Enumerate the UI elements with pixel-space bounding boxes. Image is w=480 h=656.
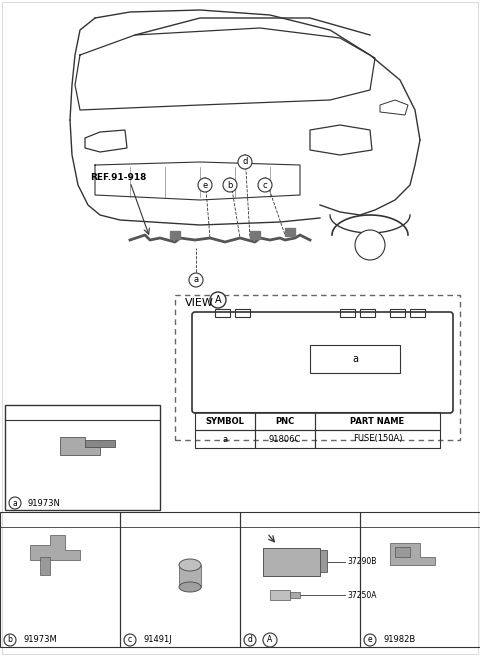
Polygon shape <box>60 437 100 455</box>
Text: 91806C: 91806C <box>269 434 301 443</box>
Polygon shape <box>30 535 80 560</box>
Bar <box>0 512 120 647</box>
Text: d: d <box>242 157 248 167</box>
Bar <box>255 430 315 448</box>
Bar <box>235 309 250 317</box>
Text: b: b <box>228 180 233 190</box>
Text: 91982B: 91982B <box>383 636 415 644</box>
Circle shape <box>258 178 272 192</box>
Bar <box>195 430 255 448</box>
Bar <box>170 231 180 239</box>
Text: FUSE(150A): FUSE(150A) <box>353 434 402 443</box>
Bar <box>255 412 315 430</box>
Ellipse shape <box>179 559 201 571</box>
Text: d: d <box>248 636 252 644</box>
Text: PART NAME: PART NAME <box>350 417 405 426</box>
Text: c: c <box>128 636 132 644</box>
Bar <box>315 412 440 430</box>
Bar <box>315 430 440 448</box>
Bar <box>285 228 295 236</box>
Circle shape <box>223 178 237 192</box>
Polygon shape <box>380 100 408 115</box>
Circle shape <box>189 273 203 287</box>
Text: b: b <box>8 636 12 644</box>
Polygon shape <box>179 565 201 587</box>
Bar <box>175 295 460 440</box>
Bar <box>240 512 360 647</box>
Polygon shape <box>40 557 50 575</box>
Text: VIEW: VIEW <box>185 298 214 308</box>
Polygon shape <box>85 440 115 447</box>
Bar <box>390 309 405 317</box>
Text: 37290B: 37290B <box>347 558 376 567</box>
Polygon shape <box>320 550 327 572</box>
Text: PNC: PNC <box>276 417 295 426</box>
Bar <box>215 309 230 317</box>
Bar <box>5 405 160 510</box>
Ellipse shape <box>179 582 201 592</box>
Bar <box>340 309 355 317</box>
Circle shape <box>238 155 252 169</box>
Text: a: a <box>12 499 17 508</box>
Circle shape <box>364 634 376 646</box>
Text: 91973M: 91973M <box>23 636 57 644</box>
Text: 37250A: 37250A <box>347 590 376 600</box>
Text: 91491J: 91491J <box>143 636 172 644</box>
Text: A: A <box>215 295 221 305</box>
Bar <box>360 309 375 317</box>
Text: 91973N: 91973N <box>27 499 60 508</box>
Text: c: c <box>263 180 267 190</box>
Polygon shape <box>270 590 290 600</box>
Text: SYMBOL: SYMBOL <box>205 417 244 426</box>
Bar <box>250 231 260 239</box>
Polygon shape <box>263 548 320 576</box>
Circle shape <box>355 230 385 260</box>
Polygon shape <box>290 592 300 598</box>
Circle shape <box>210 292 226 308</box>
Text: REF.91-918: REF.91-918 <box>90 173 146 182</box>
Bar <box>120 512 240 647</box>
Bar <box>195 412 255 430</box>
Circle shape <box>263 633 277 647</box>
Text: e: e <box>203 180 208 190</box>
Circle shape <box>198 178 212 192</box>
Text: a: a <box>222 434 228 443</box>
Polygon shape <box>395 547 410 557</box>
Circle shape <box>9 497 21 509</box>
Text: A: A <box>267 636 273 644</box>
Bar <box>360 512 480 647</box>
Circle shape <box>244 634 256 646</box>
Circle shape <box>124 634 136 646</box>
Text: a: a <box>193 276 199 285</box>
Text: a: a <box>352 354 358 364</box>
Bar <box>310 345 400 373</box>
Polygon shape <box>390 543 435 565</box>
Text: e: e <box>368 636 372 644</box>
Bar <box>410 309 425 317</box>
Circle shape <box>4 634 16 646</box>
